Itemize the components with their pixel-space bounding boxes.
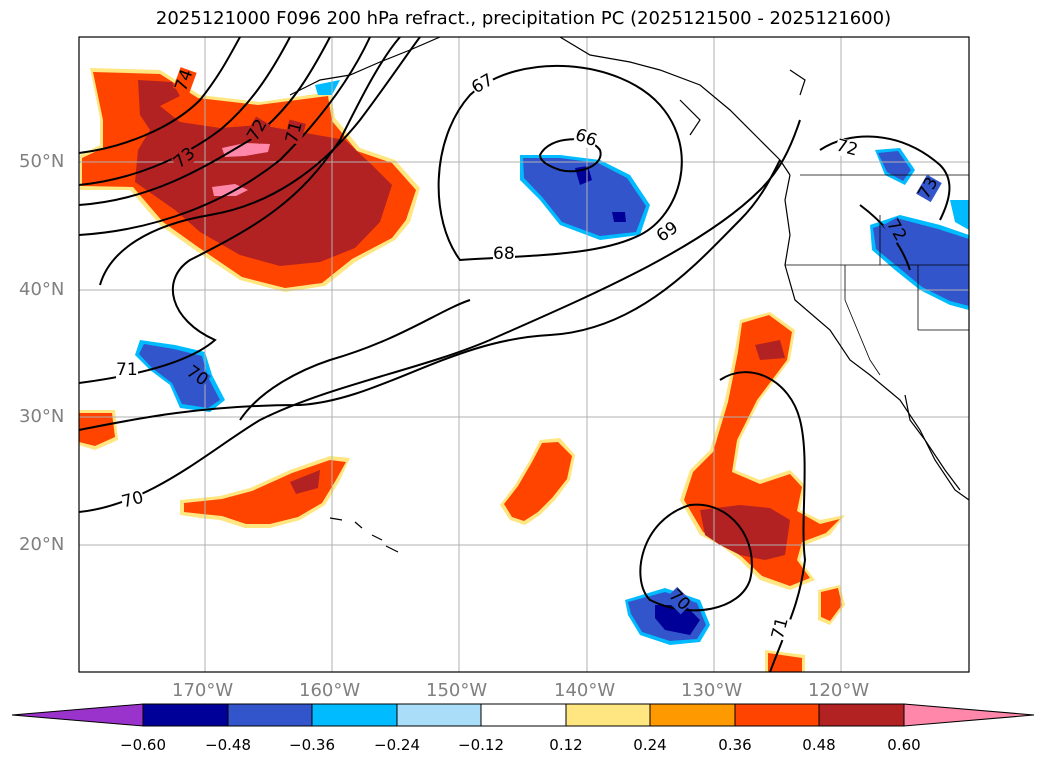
colorbar-seg-2 [227, 703, 313, 727]
precip-region-nw-blue [315, 80, 340, 95]
colorbar-seg-4 [396, 703, 482, 727]
contour-label: 72 [833, 135, 860, 161]
lon-label-170w: 170°W [172, 680, 234, 701]
colorbar-tick: −0.48 [205, 736, 251, 754]
colorbar-tick: 0.12 [549, 736, 583, 754]
precip-region-west-blue [135, 340, 225, 412]
lon-label-160w: 160°W [299, 680, 361, 701]
precip-region-west [79, 410, 118, 450]
gridlines [79, 37, 969, 672]
colorbar-tick: 0.60 [887, 736, 921, 754]
lat-label-50n: 50°N [19, 151, 65, 172]
contour-label: 68 [493, 244, 515, 264]
precip-region-central [500, 438, 575, 525]
colorbar-seg-7 [649, 703, 736, 727]
precip-region-south-coast [765, 585, 845, 672]
colorbar-seg-high-ext [903, 703, 1035, 727]
contour-label: 71 [116, 360, 138, 380]
colorbar [11, 703, 1035, 727]
lat-label-30n: 30°N [19, 406, 65, 427]
lon-label-140w: 140°W [554, 680, 616, 701]
colorbar-seg-3 [311, 703, 398, 727]
lat-label-40n: 40°N [19, 279, 65, 300]
colorbar-seg-low-ext [11, 703, 144, 727]
colorbar-tick: −0.12 [458, 736, 504, 754]
colorbar-tick: 0.48 [802, 736, 836, 754]
colorbar-seg-9 [818, 703, 905, 727]
lon-label-130w: 130°W [681, 680, 743, 701]
refractivity-contours [79, 37, 951, 672]
colorbar-seg-1 [142, 703, 229, 727]
lon-label-150w: 150°W [426, 680, 488, 701]
colorbar-seg-5 [480, 703, 567, 727]
lat-label-20n: 20°N [19, 534, 65, 555]
map-title: 2025121000 F096 200 hPa refract., precip… [155, 8, 892, 29]
colorbar-seg-8 [734, 703, 820, 727]
colorbar-tick: 0.24 [633, 736, 667, 754]
lon-label-120w: 120°W [808, 680, 870, 701]
colorbar-tick: 0.36 [718, 736, 752, 754]
precip-region-hawaii-west [180, 456, 350, 528]
map-frame [78, 36, 970, 673]
colorbar-tick: −0.60 [120, 736, 166, 754]
colorbar-tick: −0.24 [374, 736, 420, 754]
colorbar-tick: −0.36 [289, 736, 335, 754]
coastlines [289, 37, 969, 553]
colorbar-seg-6 [565, 703, 651, 727]
